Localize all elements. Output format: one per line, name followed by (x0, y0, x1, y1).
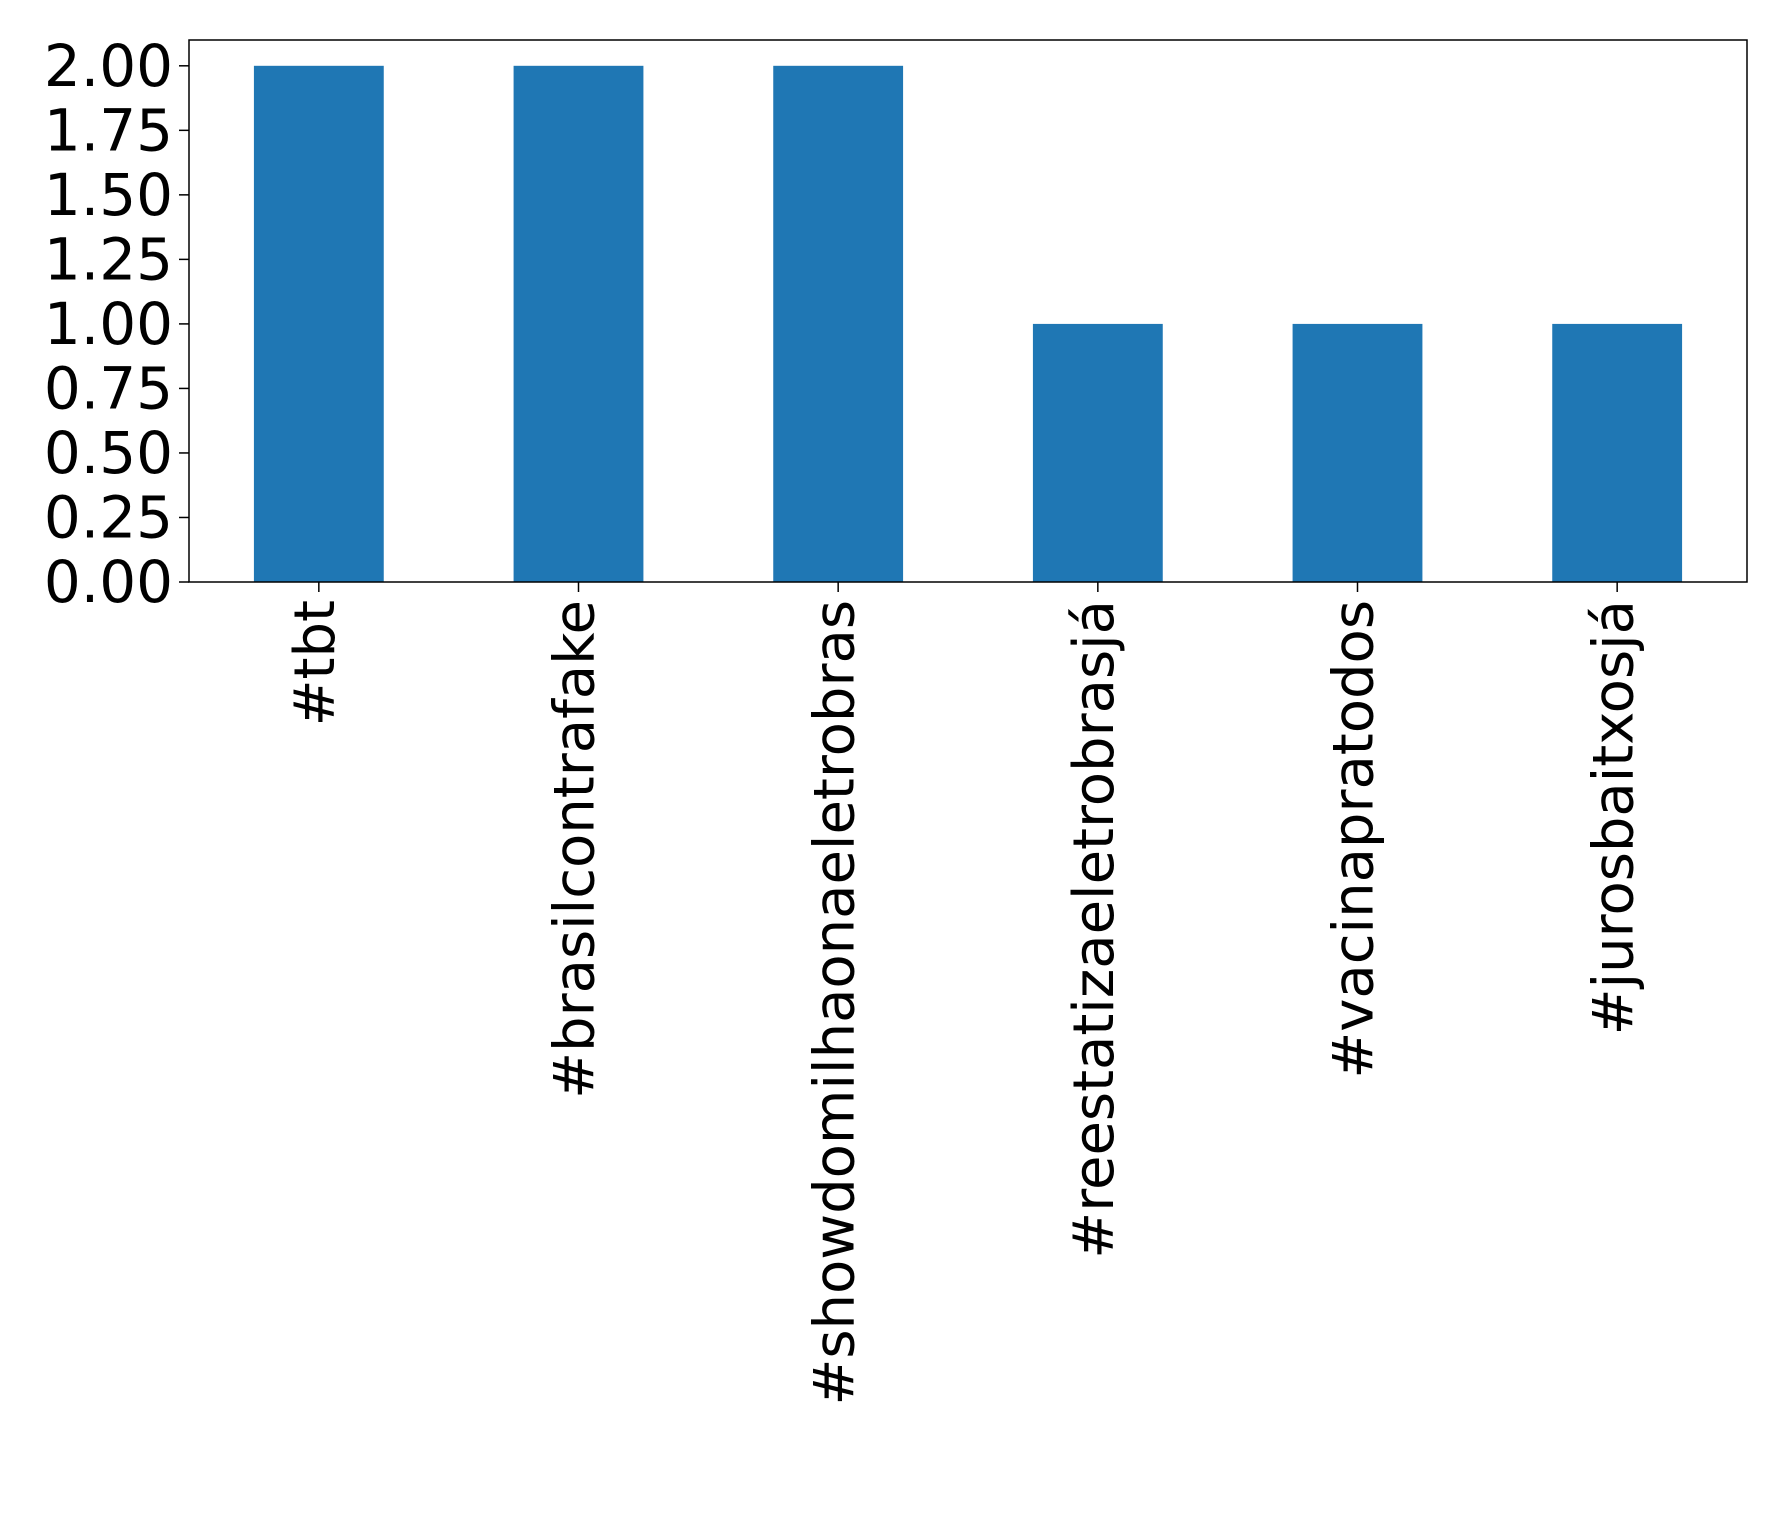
y-tick-label-7: 1.75 (44, 96, 173, 164)
bar-1 (513, 65, 644, 583)
bar-3 (1032, 323, 1163, 582)
x-tick-label-1: #brasilcontrafake (543, 600, 608, 1099)
bar-4 (1292, 323, 1423, 582)
x-tick-label-2: #showdomilhaonaeletrobras (802, 600, 867, 1406)
y-tick-label-5: 1.25 (44, 225, 173, 293)
y-tick-label-6: 1.50 (44, 161, 173, 229)
y-tick-label-1: 0.25 (44, 483, 173, 551)
x-tick-label-0: #tbt (283, 600, 348, 726)
y-axis: 0.000.250.500.751.001.251.501.752.00 (44, 32, 189, 616)
x-axis: #tbt #brasilcontrafake #showdomilhaonaelet… (283, 582, 1646, 1406)
y-tick-label-2: 0.50 (44, 419, 173, 487)
bar-5 (1552, 323, 1683, 582)
x-tick-label-5: #jurosbaitxosjá (1581, 600, 1646, 1035)
y-tick-label-3: 0.75 (44, 354, 173, 422)
x-tick-label-3: #reestatizaeletrobrasjá (1062, 600, 1127, 1259)
x-tick-label-4: #vacinapratodos (1322, 600, 1387, 1079)
bars-layer (253, 65, 1683, 583)
bar-2 (773, 65, 904, 583)
bar-0 (253, 65, 384, 583)
plot-frame (188, 39, 1748, 583)
y-tick-label-8: 2.00 (44, 32, 173, 100)
y-tick-label-0: 0.00 (44, 548, 173, 616)
y-tick-label-4: 1.00 (44, 290, 173, 358)
